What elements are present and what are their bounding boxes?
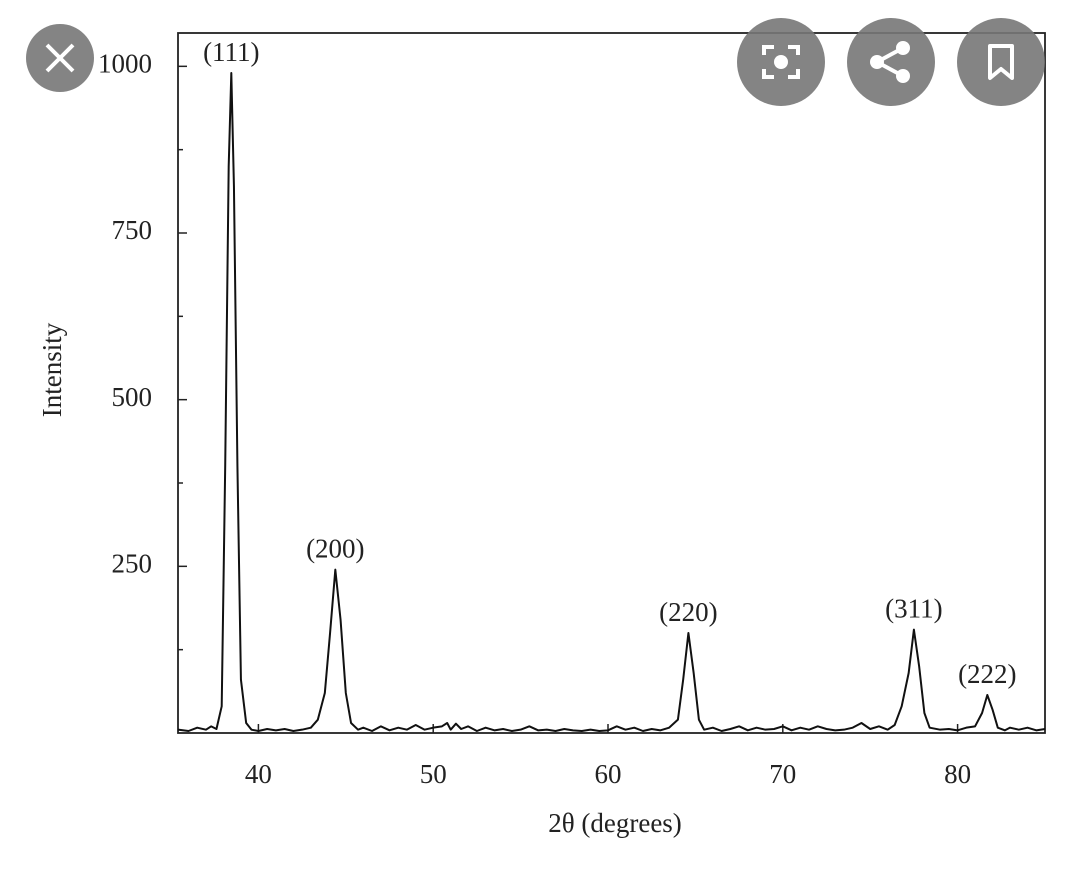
y-tick-label: 500 — [112, 382, 153, 412]
x-tick-label: 60 — [595, 759, 622, 789]
x-tick-label: 50 — [420, 759, 447, 789]
peak-label: (220) — [659, 597, 717, 627]
share-button[interactable] — [847, 18, 935, 106]
peak-label: (311) — [885, 594, 942, 624]
lens-icon — [762, 45, 800, 79]
y-axis-label: Intensity — [37, 322, 67, 417]
plot-frame — [177, 32, 1046, 734]
data-line — [177, 72, 1046, 732]
lens-button[interactable] — [737, 18, 825, 106]
bookmark-button[interactable] — [957, 18, 1045, 106]
button-bg[interactable] — [847, 18, 935, 106]
lens-dot — [774, 55, 788, 69]
share-dot — [896, 41, 910, 55]
peak-label: (222) — [958, 659, 1016, 689]
peak-label: (111) — [203, 37, 259, 67]
x-tick-label: 70 — [769, 759, 796, 789]
x-tick-label: 80 — [944, 759, 971, 789]
close-icon — [45, 43, 75, 73]
peak-label: (200) — [306, 534, 364, 564]
share-dot — [870, 55, 884, 69]
button-bg[interactable] — [957, 18, 1045, 106]
bookmark-icon — [988, 44, 1014, 80]
y-tick-label: 250 — [112, 549, 153, 579]
y-tick-label: 750 — [112, 215, 153, 245]
share-dot — [896, 69, 910, 83]
close-button[interactable] — [26, 24, 94, 92]
y-tick-label: 1000 — [98, 49, 152, 79]
x-tick-label: 40 — [245, 759, 272, 789]
x-axis-label: 2θ (degrees) — [548, 808, 682, 838]
